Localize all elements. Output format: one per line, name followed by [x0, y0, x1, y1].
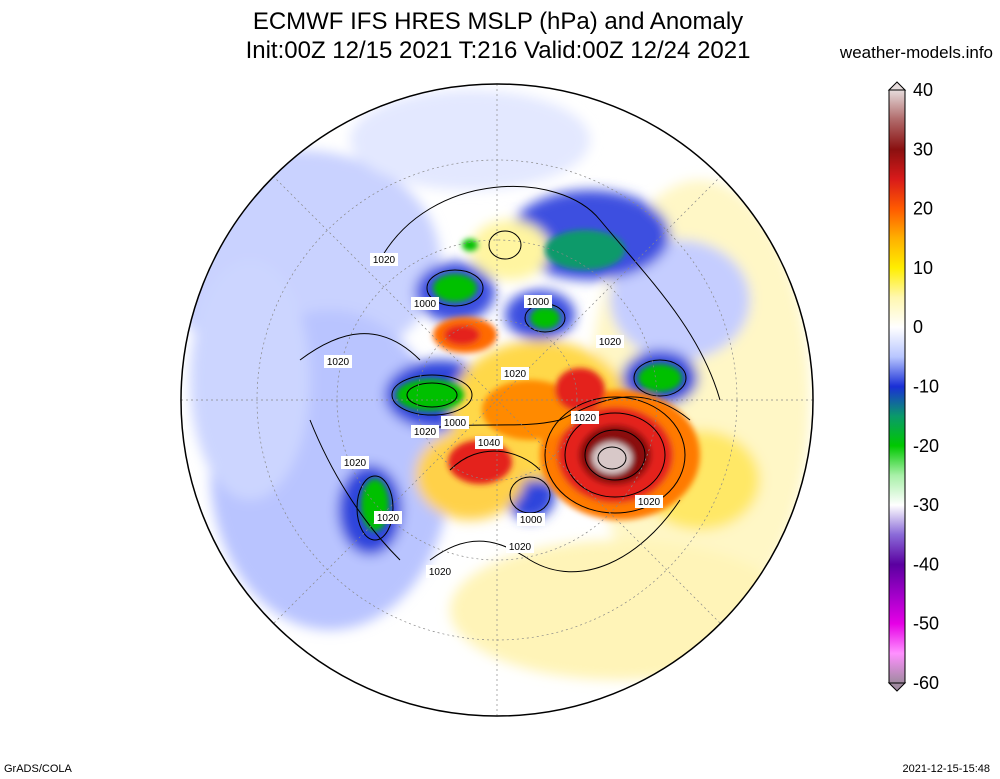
svg-text:1040: 1040	[478, 438, 501, 449]
isobar-label: 1000	[517, 513, 545, 526]
isobar-label: 1020	[506, 540, 534, 553]
isobar-label-layer: 1020 1000 1000 1020 1020 1020 1000 1020 …	[324, 253, 663, 578]
isobar-label: 1040	[475, 436, 503, 449]
isobar-label: 1020	[411, 425, 439, 438]
isobar-label: 1000	[441, 416, 469, 429]
svg-text:1020: 1020	[504, 369, 527, 380]
svg-text:1000: 1000	[414, 299, 437, 310]
isobar-label: 1020	[501, 367, 529, 380]
colorbar-tick-label: 0	[913, 317, 923, 337]
footer-timestamp: 2021-12-15-15:48	[902, 763, 990, 775]
map-border	[180, 83, 814, 717]
colorbar-bottom-arrow	[887, 682, 907, 692]
isobar-label: 1020	[374, 511, 402, 524]
source-credit: weather-models.info	[839, 43, 993, 62]
isobar-label: 1020	[596, 335, 624, 348]
svg-text:1000: 1000	[527, 297, 550, 308]
colorbar-tick-label: 40	[913, 80, 933, 100]
isobar-label: 1020	[571, 411, 599, 424]
isobars	[299, 185, 721, 573]
colorbar-tick-label: 30	[913, 139, 933, 159]
isobar-label: 1020	[324, 355, 352, 368]
isobar-label: 1000	[411, 297, 439, 310]
colorbar-tick-label: -60	[913, 673, 939, 693]
isobar-label: 1000	[524, 295, 552, 308]
svg-text:1020: 1020	[638, 497, 661, 508]
colorbar-tick-label: -50	[913, 614, 939, 634]
colorbar-tick-label: 20	[913, 199, 933, 219]
map-subtitle: Init:00Z 12/15 2021 T:216 Valid:00Z 12/2…	[245, 37, 751, 64]
colorbar-scale	[888, 89, 906, 684]
svg-text:1000: 1000	[444, 418, 467, 429]
colorbar-tick-label: -20	[913, 436, 939, 456]
colorbar-tick-label: -40	[913, 554, 939, 574]
isobar-label: 1020	[370, 253, 398, 266]
svg-text:1020: 1020	[377, 513, 400, 524]
map-title: ECMWF IFS HRES MSLP (hPa) and Anomaly	[252, 8, 744, 35]
isobar-label: 1020	[635, 495, 663, 508]
colorbar-tick-label: -10	[913, 377, 939, 397]
svg-text:1020: 1020	[599, 337, 622, 348]
svg-text:1020: 1020	[429, 567, 452, 578]
isobar-label: 1020	[426, 565, 454, 578]
svg-text:1020: 1020	[574, 413, 597, 424]
svg-text:1020: 1020	[509, 542, 532, 553]
graticule	[181, 84, 813, 716]
colorbar-ticks: 40 30 20 10 0 -10 -20 -30 -40 -50 -60	[913, 80, 939, 693]
colorbar-tick-label: -30	[913, 495, 939, 515]
footer-software: GrADS/COLA	[4, 763, 72, 775]
svg-text:1020: 1020	[327, 357, 350, 368]
svg-text:1020: 1020	[344, 458, 367, 469]
svg-text:1020: 1020	[373, 255, 396, 266]
isobar-label: 1020	[341, 456, 369, 469]
svg-text:1000: 1000	[520, 515, 543, 526]
svg-text:1020: 1020	[414, 427, 437, 438]
colorbar-tick-label: 10	[913, 258, 933, 278]
colorbar-top-arrow	[887, 81, 907, 91]
